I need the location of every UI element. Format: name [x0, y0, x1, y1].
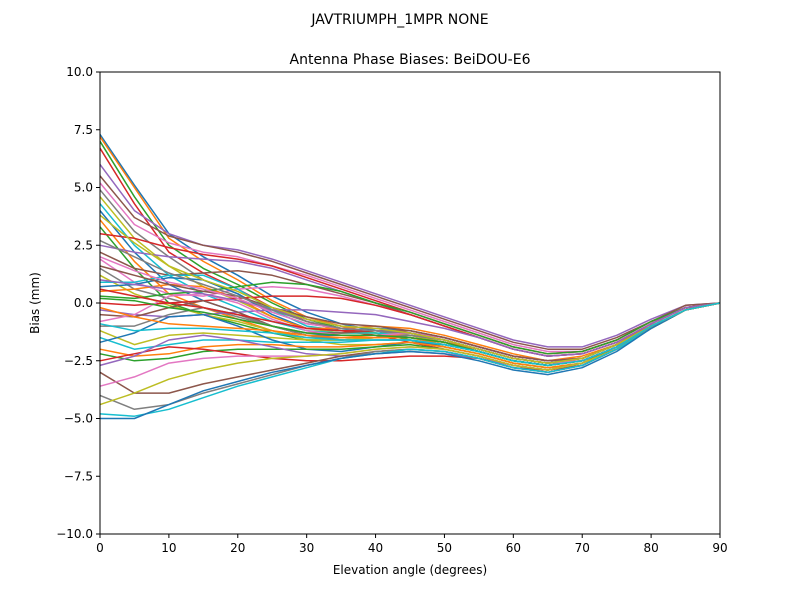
axes-frame — [99, 71, 721, 535]
y-axis-label: Bias (mm) — [28, 272, 42, 334]
figure-suptitle: JAVTRIUMPH_1MPR NONE — [310, 12, 488, 28]
chart-title: Antenna Phase Biases: BeiDOU-E6 — [290, 52, 531, 68]
x-tick-label: 50 — [437, 541, 452, 555]
x-axis-label: Elevation angle (degrees) — [333, 563, 487, 577]
x-tick-label: 80 — [643, 541, 658, 555]
y-tick-label: 7.5 — [74, 123, 93, 137]
x-tick-label: 10 — [161, 541, 176, 555]
y-tick-label: 10.0 — [66, 65, 93, 79]
x-tick-label: 30 — [299, 541, 314, 555]
series-line — [99, 302, 721, 367]
series-line — [99, 302, 721, 417]
x-tick-label: 0 — [96, 541, 104, 555]
series-line — [99, 214, 721, 364]
x-tick-label: 20 — [230, 541, 245, 555]
y-tick-label: 5.0 — [74, 181, 93, 195]
series-line — [100, 302, 721, 420]
y-tick-label: 0.0 — [74, 296, 93, 310]
series-line — [99, 175, 721, 350]
y-tick-label: 2.5 — [74, 238, 93, 252]
x-tick-label: 70 — [575, 541, 590, 555]
y-tick-label: −7.5 — [64, 469, 93, 483]
y-axis-ticks: −10.0 −7.5 −5.0 −2.5 0.0 2.5 5.0 7.5 10.0 — [56, 65, 100, 541]
x-axis-ticks: 0 10 20 30 40 50 60 70 80 90 — [96, 534, 728, 555]
plot-lines — [99, 133, 721, 420]
x-tick-label: 90 — [712, 541, 727, 555]
x-tick-label: 60 — [506, 541, 521, 555]
x-tick-label: 40 — [368, 541, 383, 555]
y-tick-label: −2.5 — [64, 354, 93, 368]
y-tick-label: −10.0 — [56, 527, 93, 541]
y-tick-label: −5.0 — [64, 412, 93, 426]
